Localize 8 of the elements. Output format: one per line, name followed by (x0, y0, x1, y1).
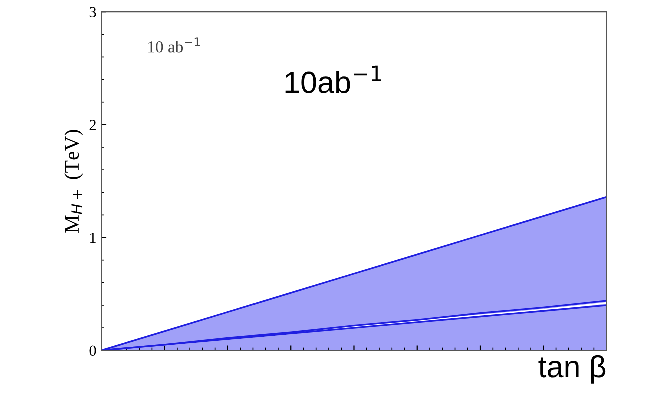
y-tick-label: 0 (90, 346, 96, 356)
annotation: 10 ab$^{−1}$ (148, 38, 200, 53)
x-axis-title: tan β (538, 355, 606, 384)
y-tick-label: 2 (90, 120, 96, 130)
y-tick-label: 1 (90, 232, 96, 244)
y-axis-title: M$_{H+}$ (TeV) (64, 130, 84, 233)
y-tick-label: 3 (90, 7, 96, 18)
annotation: 10ab$^{−1}$ (286, 66, 382, 94)
